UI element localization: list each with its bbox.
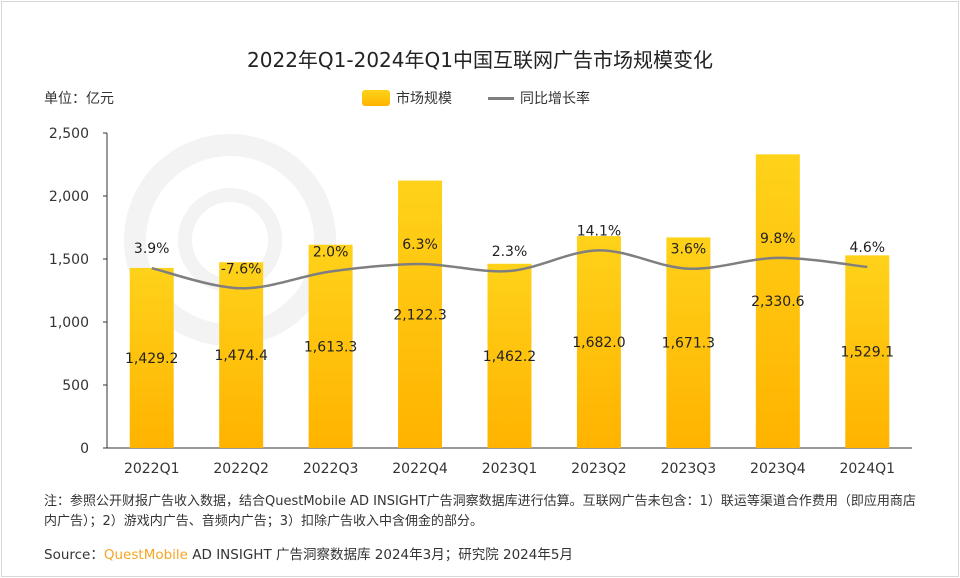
y-tick-label: 0: [80, 441, 89, 457]
bar: [487, 263, 532, 448]
bar: [845, 255, 890, 448]
legend-line-label: 同比增长率: [520, 91, 590, 107]
bar: [308, 244, 353, 448]
bar-value-label: 1,529.1: [841, 345, 894, 361]
chart-title: 2022年Q1-2024年Q1中国互联网广告市场规模变化: [247, 48, 713, 72]
x-tick-label: 2023Q2: [571, 461, 627, 477]
bar-value-label: 2,122.3: [393, 307, 446, 323]
source-brand: QuestMobile: [103, 547, 188, 563]
legend-bar-swatch: [362, 90, 390, 106]
x-tick-label: 2022Q1: [124, 461, 180, 477]
y-tick-label: 2,000: [49, 189, 89, 205]
growth-rate-label: 4.6%: [849, 240, 885, 256]
legend: 市场规模 同比增长率: [362, 88, 590, 108]
bar-value-label: 1,429.2: [125, 351, 178, 367]
legend-bar-label: 市场规模: [396, 91, 452, 107]
x-tick-label: 2023Q1: [482, 461, 538, 477]
y-tick-label: 1,000: [49, 315, 89, 331]
growth-rate-label: 2.3%: [492, 244, 528, 260]
growth-rate-label: -7.6%: [221, 261, 262, 277]
bar-value-label: 1,474.4: [214, 348, 268, 364]
bar: [398, 180, 443, 448]
bar: [576, 236, 621, 448]
growth-rate-label: 9.8%: [760, 231, 796, 247]
y-tick-label: 1,500: [49, 252, 89, 268]
x-tick-label: 2024Q1: [839, 461, 895, 477]
bar: [129, 267, 174, 448]
footnote: 注：参照公开财报广告收入数据，结合QuestMobile AD INSIGHT广…: [44, 494, 916, 529]
source-line: Source：QuestMobile AD INSIGHT 广告洞察数据库 20…: [44, 543, 573, 563]
x-tick-label: 2023Q4: [750, 461, 806, 477]
x-tick-label: 2022Q4: [392, 461, 448, 477]
bar: [666, 237, 711, 448]
bar-value-label: 1,613.3: [304, 339, 357, 355]
bar-value-label: 1,462.2: [483, 349, 536, 365]
growth-rate-label: 3.6%: [671, 242, 707, 258]
source-text: AD INSIGHT 广告洞察数据库 2024年3月；研究院 2024年5月: [187, 547, 573, 563]
source-label: Source：: [44, 547, 104, 563]
legend-line-swatch: [488, 96, 514, 100]
growth-rate-label: 6.3%: [402, 237, 438, 253]
x-tick-label: 2022Q2: [213, 461, 269, 477]
bar-value-label: 1,671.3: [662, 336, 715, 352]
y-tick-label: 2,500: [49, 126, 89, 142]
bar: [219, 262, 264, 448]
bar: [755, 154, 800, 448]
growth-rate-label: 2.0%: [313, 245, 349, 261]
bar-value-label: 2,330.6: [751, 294, 805, 310]
unit-label: 单位：亿元: [44, 91, 114, 107]
growth-rate-label: 14.1%: [577, 223, 621, 239]
y-tick-label: 500: [62, 378, 89, 394]
bar-value-label: 1,682.0: [572, 335, 625, 351]
x-tick-label: 2022Q3: [303, 461, 359, 477]
growth-rate-label: 3.9%: [134, 241, 170, 257]
x-tick-label: 2023Q3: [661, 461, 717, 477]
